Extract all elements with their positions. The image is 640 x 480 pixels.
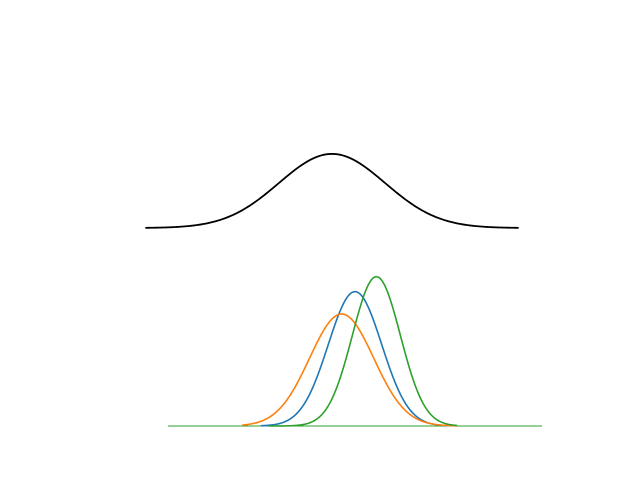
top-panel: [145, 153, 519, 229]
bottom-panel: [168, 275, 542, 427]
series-line-1-2: [268, 275, 458, 427]
series-line-1-0: [260, 290, 450, 427]
series-line-0-0: [145, 153, 519, 229]
series-line-1-1: [242, 313, 458, 427]
